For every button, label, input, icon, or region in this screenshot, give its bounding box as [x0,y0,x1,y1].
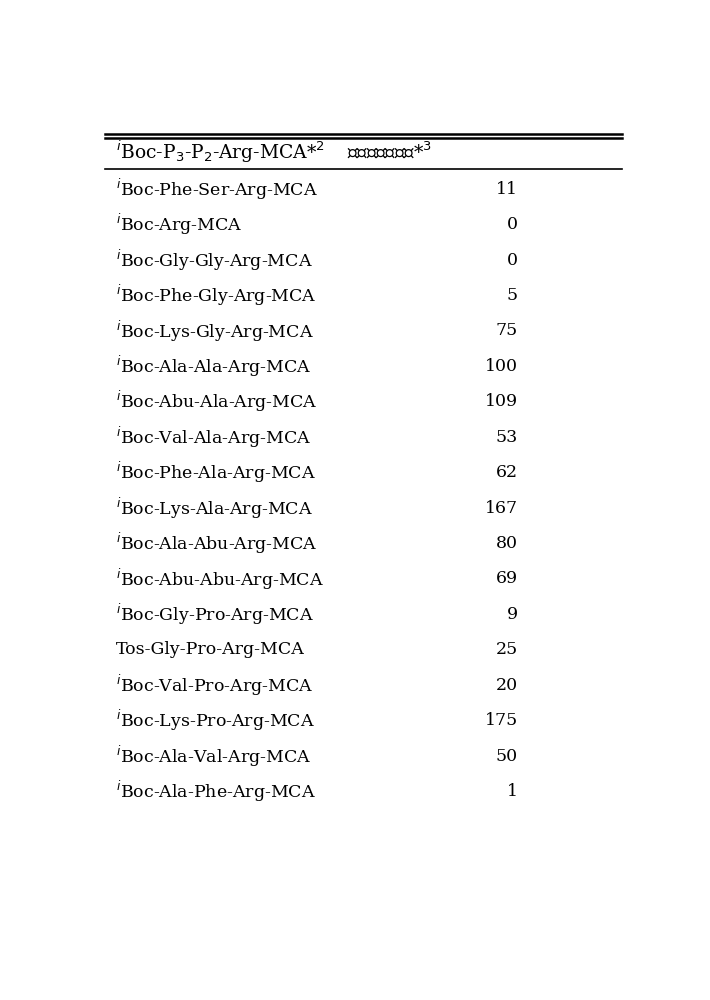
Text: 50: 50 [496,748,518,765]
Text: 167: 167 [485,500,518,517]
Text: 1: 1 [507,783,518,800]
Text: 9: 9 [507,606,518,623]
Text: 100: 100 [485,358,518,375]
Text: $^{i}$Boc-Ala-Val-Arg-MCA: $^{i}$Boc-Ala-Val-Arg-MCA [116,743,312,769]
Text: 类胰蛋白酶活性*$^{3}$: 类胰蛋白酶活性*$^{3}$ [347,142,432,163]
Text: $^{i}$Boc-Gly-Pro-Arg-MCA: $^{i}$Boc-Gly-Pro-Arg-MCA [116,602,315,627]
Text: 25: 25 [496,641,518,658]
Text: $^{i}$Boc-Lys-Ala-Arg-MCA: $^{i}$Boc-Lys-Ala-Arg-MCA [116,495,313,521]
Text: $^{i}$Boc-Ala-Abu-Arg-MCA: $^{i}$Boc-Ala-Abu-Arg-MCA [116,531,318,556]
Text: 62: 62 [496,464,518,481]
Text: 80: 80 [496,535,518,552]
Text: $^{i}$Boc-Gly-Gly-Arg-MCA: $^{i}$Boc-Gly-Gly-Arg-MCA [116,248,313,273]
Text: $^{i}$Boc-Lys-Gly-Arg-MCA: $^{i}$Boc-Lys-Gly-Arg-MCA [116,318,314,344]
Text: 20: 20 [496,677,518,694]
Text: $^{i}$Boc-Phe-Gly-Arg-MCA: $^{i}$Boc-Phe-Gly-Arg-MCA [116,283,317,308]
Text: 53: 53 [496,429,518,446]
Text: 69: 69 [496,570,518,587]
Text: 75: 75 [496,322,518,339]
Text: $^{i}$Boc-Val-Ala-Arg-MCA: $^{i}$Boc-Val-Ala-Arg-MCA [116,425,312,450]
Text: Tos-Gly-Pro-Arg-MCA: Tos-Gly-Pro-Arg-MCA [116,641,305,658]
Text: 11: 11 [496,181,518,198]
Text: $^{i}$Boc-Lys-Pro-Arg-MCA: $^{i}$Boc-Lys-Pro-Arg-MCA [116,708,315,733]
Text: $^{i}$Boc-Abu-Ala-Arg-MCA: $^{i}$Boc-Abu-Ala-Arg-MCA [116,389,318,414]
Text: $^{i}$Boc-Ala-Ala-Arg-MCA: $^{i}$Boc-Ala-Ala-Arg-MCA [116,354,312,379]
Text: $^{i}$Boc-P$_3$-P$_2$-Arg-MCA*$^2$: $^{i}$Boc-P$_3$-P$_2$-Arg-MCA*$^2$ [116,139,325,165]
Text: 0: 0 [507,252,518,269]
Text: $^{i}$Boc-Phe-Ala-Arg-MCA: $^{i}$Boc-Phe-Ala-Arg-MCA [116,460,316,485]
Text: $^{i}$Boc-Ala-Phe-Arg-MCA: $^{i}$Boc-Ala-Phe-Arg-MCA [116,779,316,804]
Text: 0: 0 [507,216,518,233]
Text: 175: 175 [485,712,518,729]
Text: 109: 109 [485,393,518,410]
Text: $^{i}$Boc-Arg-MCA: $^{i}$Boc-Arg-MCA [116,212,243,237]
Text: $^{i}$Boc-Val-Pro-Arg-MCA: $^{i}$Boc-Val-Pro-Arg-MCA [116,673,313,698]
Text: $^{i}$Boc-Abu-Abu-Arg-MCA: $^{i}$Boc-Abu-Abu-Arg-MCA [116,566,324,592]
Text: 5: 5 [507,287,518,304]
Text: $^{i}$Boc-Phe-Ser-Arg-MCA: $^{i}$Boc-Phe-Ser-Arg-MCA [116,177,318,202]
